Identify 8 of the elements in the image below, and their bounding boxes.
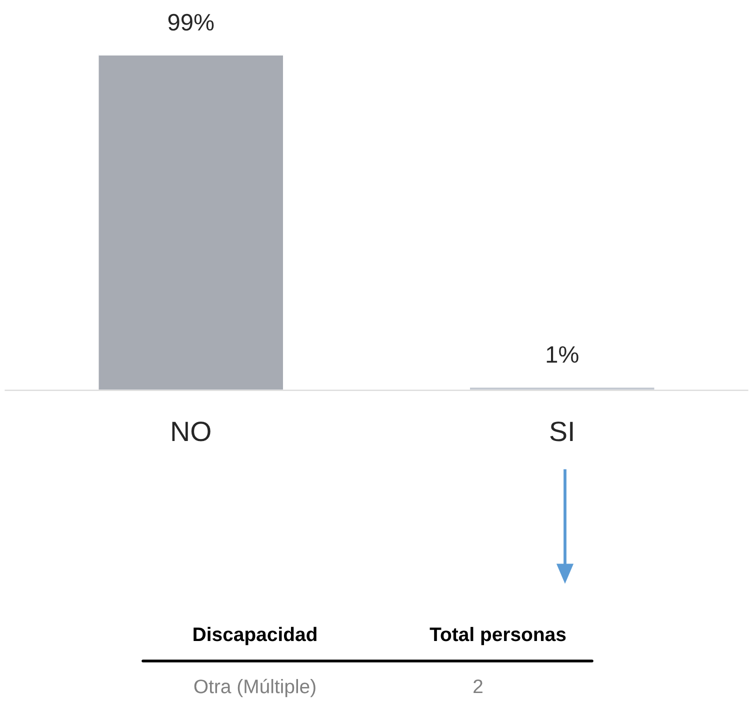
data-label: 1% xyxy=(546,346,578,363)
text: Discapacidad xyxy=(194,626,316,646)
x-tick-label: NO xyxy=(172,422,210,442)
text: Otra (Múltiple) xyxy=(194,678,316,698)
text: 2 xyxy=(474,679,482,694)
x-tick-label: SI xyxy=(550,422,573,442)
text: Total personas xyxy=(430,626,566,646)
data-label: 99% xyxy=(168,14,214,31)
